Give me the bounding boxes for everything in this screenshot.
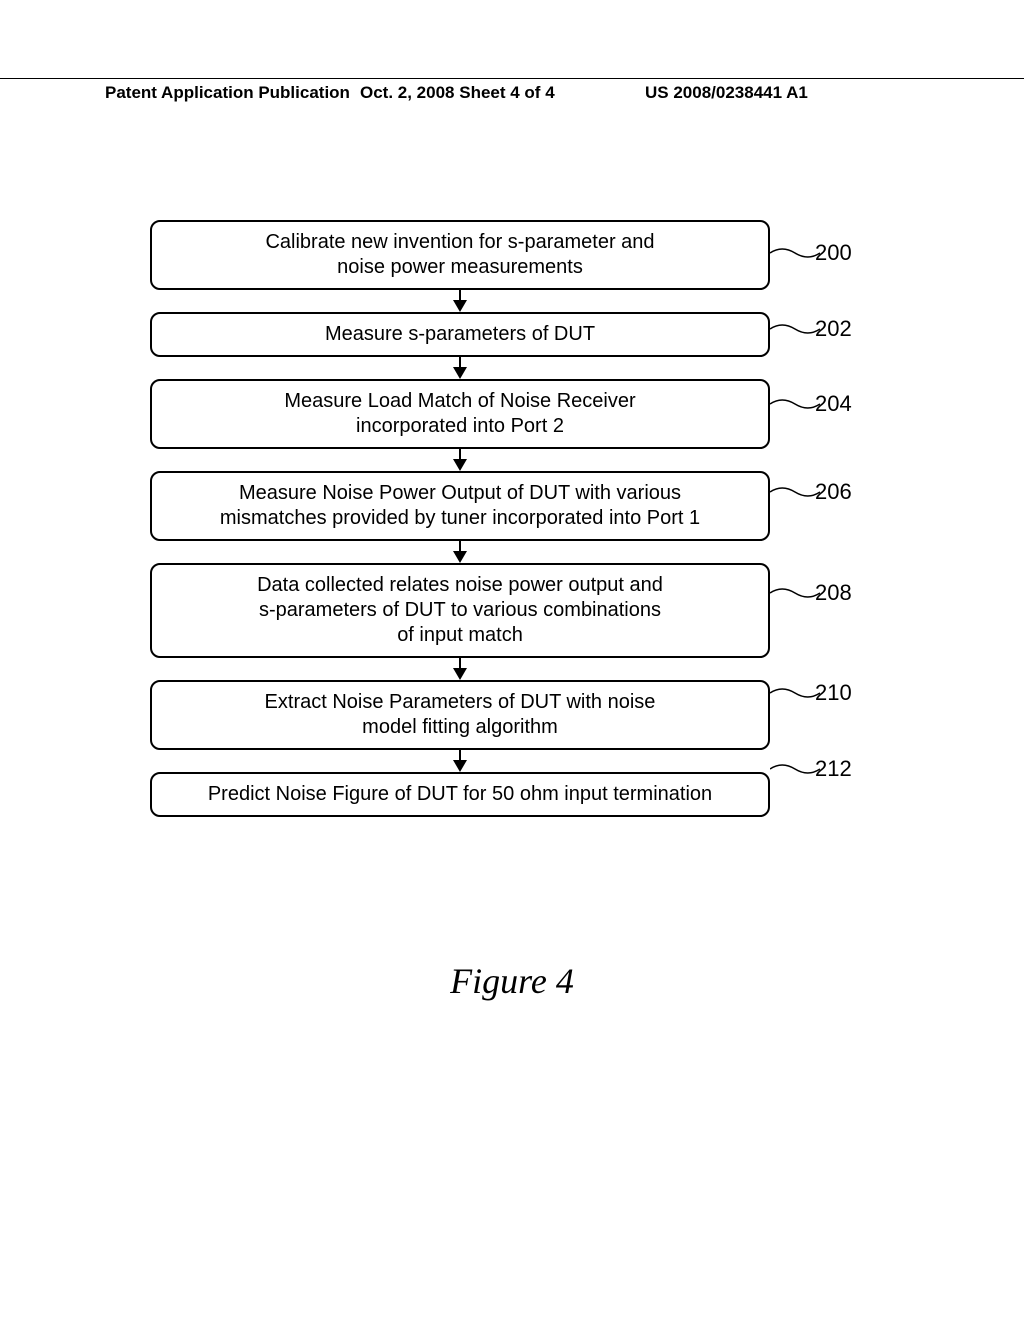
header-publication: Patent Application Publication	[105, 83, 350, 103]
ref-number-208: 208	[815, 580, 852, 606]
step-text-line: Measure Noise Power Output of DUT with v…	[239, 481, 681, 506]
flowchart-step-204: Measure Load Match of Noise Receiverinco…	[150, 379, 770, 449]
flowchart-arrow	[445, 750, 475, 772]
flowchart-arrow	[445, 658, 475, 680]
ref-number-212: 212	[815, 756, 852, 782]
ref-number-200: 200	[815, 240, 852, 266]
ref-number-206: 206	[815, 479, 852, 505]
figure-caption: Figure 4	[0, 960, 1024, 1002]
step-text-line: s-parameters of DUT to various combinati…	[259, 598, 661, 623]
step-text-line: Calibrate new invention for s-parameter …	[265, 230, 654, 255]
ref-connector	[770, 482, 820, 502]
ref-number-210: 210	[815, 680, 852, 706]
step-text-line: incorporated into Port 2	[356, 414, 564, 439]
step-text-line: Predict Noise Figure of DUT for 50 ohm i…	[208, 782, 712, 807]
step-text-line: noise power measurements	[337, 255, 583, 280]
step-text-line: Measure Load Match of Noise Receiver	[284, 389, 635, 414]
ref-connector	[770, 759, 820, 779]
ref-number-202: 202	[815, 316, 852, 342]
page-header: Patent Application Publication Oct. 2, 2…	[0, 78, 1024, 83]
flowchart-step-208: Data collected relates noise power outpu…	[150, 563, 770, 658]
flowchart-step-206: Measure Noise Power Output of DUT with v…	[150, 471, 770, 541]
ref-connector	[770, 319, 820, 339]
flowchart-step-200: Calibrate new invention for s-parameter …	[150, 220, 770, 290]
header-date-sheet: Oct. 2, 2008 Sheet 4 of 4	[360, 83, 555, 103]
flowchart-arrow	[445, 357, 475, 379]
ref-connector	[770, 583, 820, 603]
flowchart-step-212: Predict Noise Figure of DUT for 50 ohm i…	[150, 772, 770, 817]
step-text-line: Data collected relates noise power outpu…	[257, 573, 663, 598]
ref-connector	[770, 243, 820, 263]
flowchart-arrow	[445, 541, 475, 563]
ref-number-204: 204	[815, 391, 852, 417]
step-text-line: of input match	[397, 623, 523, 648]
header-pub-number: US 2008/0238441 A1	[645, 83, 808, 103]
flowchart-step-210: Extract Noise Parameters of DUT with noi…	[150, 680, 770, 750]
step-text-line: mismatches provided by tuner incorporate…	[220, 506, 700, 531]
step-text-line: Extract Noise Parameters of DUT with noi…	[265, 690, 656, 715]
step-text-line: Measure s-parameters of DUT	[325, 322, 595, 347]
step-text-line: model fitting algorithm	[362, 715, 558, 740]
flowchart-step-202: Measure s-parameters of DUT	[150, 312, 770, 357]
flowchart-arrow	[445, 290, 475, 312]
ref-connector	[770, 683, 820, 703]
flowchart-arrow	[445, 449, 475, 471]
flowchart-container: Calibrate new invention for s-parameter …	[150, 220, 770, 817]
ref-connector	[770, 394, 820, 414]
